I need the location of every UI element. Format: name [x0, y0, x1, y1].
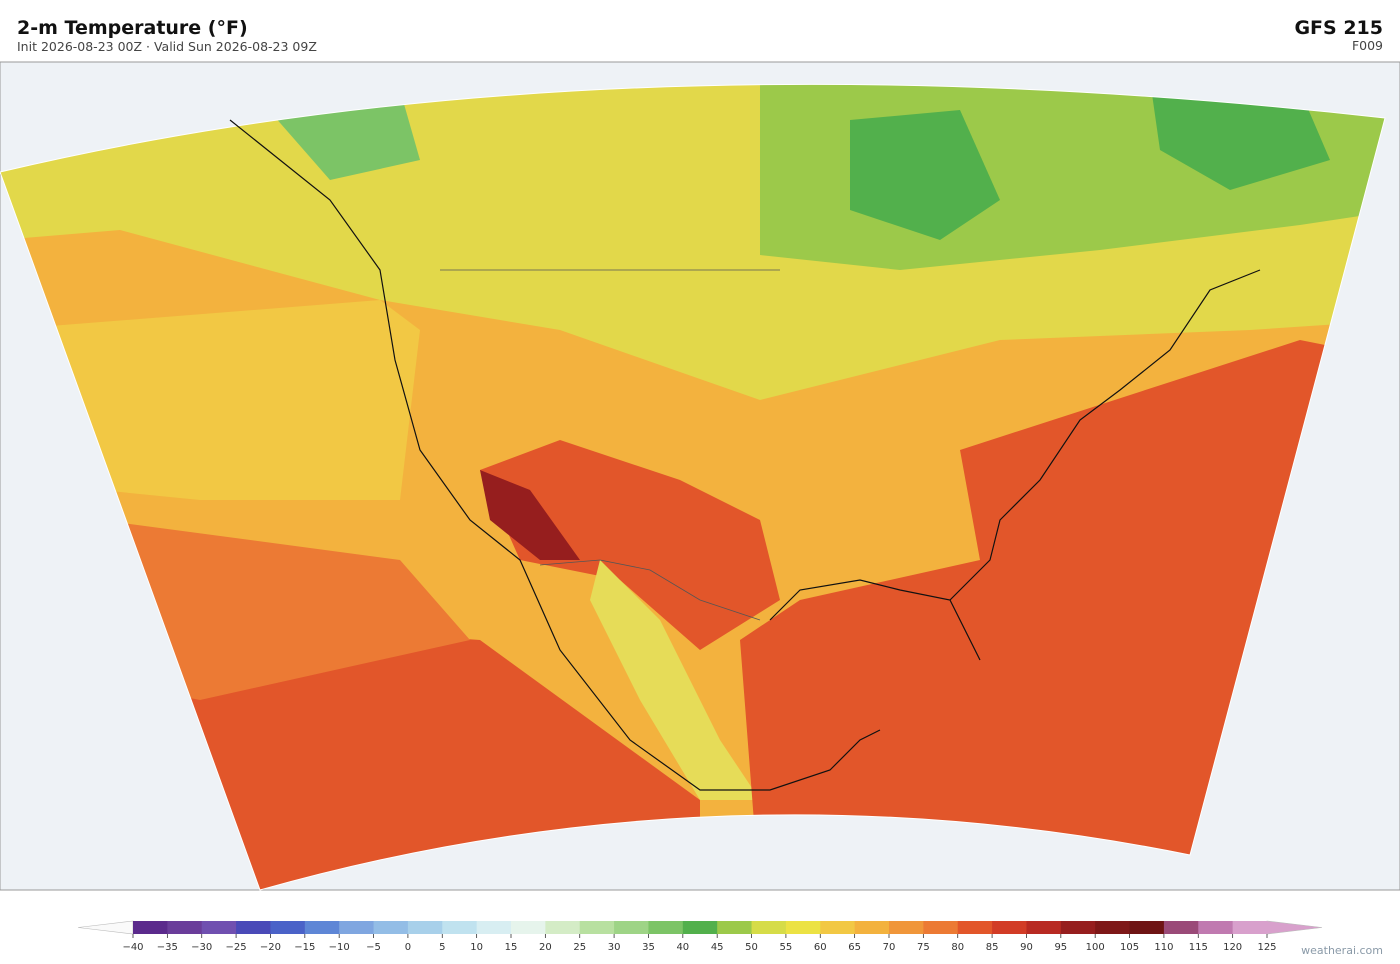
colorbar-tick-label: 95 — [1054, 942, 1067, 953]
model: GFS 215 — [1294, 17, 1383, 39]
colorbar-bin — [648, 921, 684, 934]
colorbar-bin — [854, 921, 890, 934]
colorbar-bin — [1163, 921, 1199, 934]
colorbar-bin — [1026, 921, 1062, 934]
colorbar-bin — [1129, 921, 1165, 934]
subtitle: Init 2026-08-23 00Z · Valid Sun 2026-08-… — [17, 39, 317, 54]
colorbar-bin — [545, 921, 581, 934]
colorbar-bin — [751, 921, 787, 934]
colorbar-bin — [992, 921, 1027, 934]
colorbar-bin — [407, 921, 443, 934]
field-pacific — [100, 520, 470, 700]
colorbar-bin — [682, 921, 718, 934]
credit: weatherai.com — [1301, 944, 1383, 957]
colorbar-tick-label: 0 — [405, 942, 411, 953]
colorbar-tick-label: 75 — [917, 942, 930, 953]
colorbar-tick-label: 15 — [505, 942, 518, 953]
colorbar-tick-label: 50 — [745, 942, 758, 953]
colorbar-bin — [1095, 921, 1131, 934]
field-hottest — [480, 470, 580, 560]
colorbar-tick-label: −40 — [122, 942, 143, 953]
colorbar-bin — [442, 921, 478, 934]
colorbar-bin — [820, 921, 856, 934]
colorbar-bin — [1232, 921, 1268, 934]
forecast-hour: F009 — [1352, 38, 1383, 53]
field-hot — [480, 440, 780, 650]
colorbar-tick-label: 30 — [608, 942, 621, 953]
colorbar-tick-label: 5 — [439, 942, 445, 953]
colorbar-tick-label: 115 — [1189, 942, 1208, 953]
colorbar-bin — [1060, 921, 1096, 934]
colorbar: −40 −35 −30 −25 −20 −15 −10 −5 0 5 10 15 20 25 30 35 40 4… — [77, 920, 1323, 953]
colorbar-tick-label: 55 — [780, 942, 793, 953]
colorbar-bin — [476, 921, 512, 934]
colorbar-tick-label: 125 — [1257, 942, 1276, 953]
colorbar-bin — [511, 921, 546, 934]
domain-edge — [0, 83, 1386, 891]
colorbar-extend-high — [1266, 920, 1323, 935]
colorbar-bin — [614, 921, 649, 934]
colorbar-tick-label: 110 — [1154, 942, 1173, 953]
colorbar-tick-label: −30 — [191, 942, 212, 953]
colorbar-tick-label: −20 — [260, 942, 281, 953]
colorbar-tick-label: 45 — [711, 942, 724, 953]
colorbar-bin — [339, 921, 375, 934]
colorbar-bin — [270, 921, 306, 934]
colorbar-bin — [167, 921, 203, 934]
colorbar-bin — [1198, 921, 1234, 934]
colorbar-bin — [579, 921, 615, 934]
colorbar-tick-label: 100 — [1086, 942, 1105, 953]
colorbar-bin — [889, 921, 924, 934]
colorbar-tick-label: 105 — [1120, 942, 1139, 953]
colorbar-tick-label: 85 — [986, 942, 999, 953]
colorbar-bin — [785, 921, 821, 934]
colorbar-tick-label: 25 — [573, 942, 586, 953]
field-pacific-cool — [0, 300, 420, 500]
colorbar-tick-label: 40 — [676, 942, 689, 953]
colorbar-bin — [717, 921, 753, 934]
colorbar-bin — [923, 921, 959, 934]
field-plateau — [590, 560, 760, 800]
colorbar-tick-label: −5 — [366, 942, 381, 953]
colorbar-tick-label: 20 — [539, 942, 552, 953]
colorbar-tick-label: −10 — [329, 942, 350, 953]
field-green-dark — [850, 110, 1000, 240]
colorbar-bin — [304, 921, 340, 934]
colorbar-tick-label: −15 — [294, 942, 315, 953]
map — [0, 61, 1400, 891]
colorbar-tick-label: 90 — [1020, 942, 1033, 953]
colorbar-tick-label: −35 — [157, 942, 178, 953]
colorbar-extend-low — [77, 920, 134, 935]
colorbar-bin — [236, 921, 271, 934]
title: 2-m Temperature (°F) — [17, 17, 248, 39]
colorbar-bin — [133, 921, 168, 934]
colorbar-tick-label: 60 — [814, 942, 827, 953]
colorbar-tick-label: 80 — [951, 942, 964, 953]
colorbar-tick-label: 35 — [642, 942, 655, 953]
colorbar-bin — [201, 921, 237, 934]
colorbar-tick-label: 70 — [883, 942, 896, 953]
colorbar-bin — [957, 921, 993, 934]
border — [440, 269, 780, 621]
colorbar-tick-label: 10 — [470, 942, 483, 953]
colorbar-tick-label: 120 — [1223, 942, 1242, 953]
colorbar-bin — [373, 921, 409, 934]
coastline — [229, 119, 1261, 791]
colorbar-tick-label: −25 — [226, 942, 247, 953]
temperature-field — [0, 84, 1385, 890]
colorbar-tick-label: 65 — [848, 942, 861, 953]
